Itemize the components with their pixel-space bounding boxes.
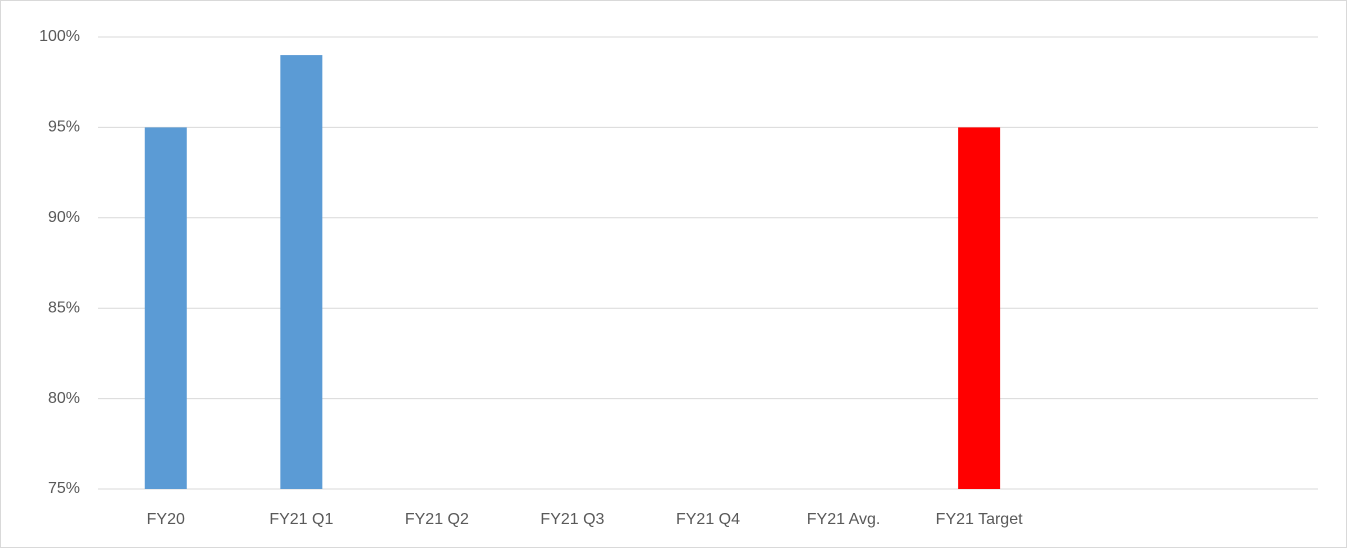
y-tick-label: 80% xyxy=(48,390,80,407)
y-tick-label: 95% xyxy=(48,119,80,136)
bar xyxy=(958,127,1001,490)
y-tick-label: 85% xyxy=(48,299,80,316)
bar xyxy=(144,127,187,490)
x-tick-label: FY20 xyxy=(147,511,185,528)
y-tick-label: 90% xyxy=(48,209,80,226)
y-tick-label: 100% xyxy=(39,28,80,45)
x-tick-label: FY21 Q3 xyxy=(540,511,604,528)
x-tick-label: FY21 Target xyxy=(936,511,1023,528)
y-tick-label: 75% xyxy=(48,480,80,497)
x-tick-label: FY21 Q1 xyxy=(269,511,333,528)
bar xyxy=(280,55,323,489)
x-tick-label: FY21 Q2 xyxy=(405,511,469,528)
x-tick-label: FY21 Q4 xyxy=(676,511,740,528)
x-tick-label: FY21 Avg. xyxy=(807,511,881,528)
